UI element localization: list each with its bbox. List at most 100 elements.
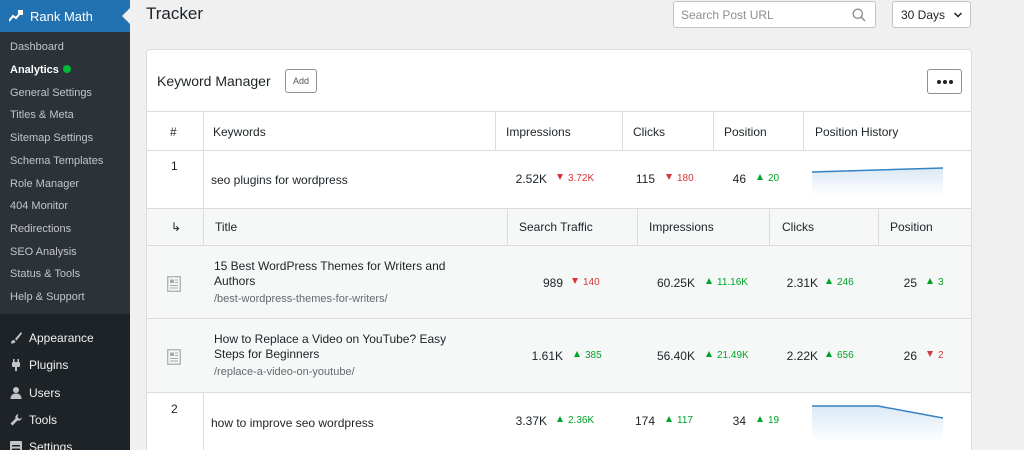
col-header-keywords[interactable]: Keywords — [213, 125, 266, 139]
sidebar-item-label: Appearance — [29, 331, 94, 345]
submenu-titles-meta[interactable]: Titles & Meta — [10, 109, 74, 121]
sidebar-item-label: Plugins — [29, 358, 69, 372]
col-header-position[interactable]: Position — [724, 125, 767, 139]
divider — [147, 111, 971, 112]
submenu-analytics[interactable]: Analytics — [10, 64, 71, 76]
col-header-impressions[interactable]: Impressions — [506, 125, 571, 139]
period-select[interactable]: 30 Days — [892, 1, 971, 28]
divider — [713, 111, 714, 150]
admin-sidebar: Rank Math Dashboard Analytics General Se… — [0, 0, 130, 450]
change-value: 140 — [583, 277, 600, 288]
post-position: 25 — [903, 276, 917, 290]
post-url: /replace-a-video-on-youtube/ — [214, 366, 355, 378]
post-title-link[interactable]: How to Replace a Video on YouTube? Easy … — [214, 332, 447, 361]
trend-up-icon — [826, 351, 832, 357]
keyword-impressions: 2.52K — [515, 172, 547, 186]
change-value: 656 — [837, 350, 854, 361]
submenu-redirections[interactable]: Redirections — [10, 223, 72, 235]
divider — [147, 392, 971, 393]
trend-down-icon — [572, 278, 578, 284]
sidebar-item-label: Tools — [29, 413, 58, 427]
wrench-icon — [10, 414, 22, 426]
sub-table-background — [147, 208, 971, 392]
sidebar-item-appearance[interactable]: Appearance — [0, 324, 130, 352]
trend-up-icon — [557, 416, 563, 422]
current-menu-arrow — [122, 8, 130, 24]
divider — [769, 208, 770, 246]
post-position-change: 3 — [927, 277, 944, 288]
post-title-link[interactable]: 15 Best WordPress Themes for Writers and… — [214, 259, 446, 288]
divider — [507, 208, 508, 246]
keyword-text[interactable]: how to improve seo wordpress — [211, 416, 374, 430]
sub-col-header-position[interactable]: Position — [890, 220, 933, 234]
submenu-schema-templates[interactable]: Schema Templates — [10, 155, 104, 167]
divider — [147, 150, 971, 151]
trend-up-icon — [826, 278, 832, 284]
post-position: 26 — [903, 349, 917, 363]
sidebar-item-settings[interactable]: Settings — [0, 433, 130, 450]
col-header-clicks[interactable]: Clicks — [633, 125, 665, 139]
sub-col-header-title: Title — [215, 220, 238, 234]
keyword-row-number: 2 — [171, 402, 178, 416]
divider — [878, 208, 879, 246]
submenu-help-support[interactable]: Help & Support — [10, 291, 85, 303]
divider — [495, 111, 496, 150]
divider — [803, 111, 804, 150]
sidebar-item-tools[interactable]: Tools — [0, 406, 130, 434]
sidebar-brand-label: Rank Math — [30, 9, 93, 24]
change-value: 20 — [768, 173, 780, 184]
sidebar-item-plugins[interactable]: Plugins — [0, 351, 130, 379]
keyword-position-change: 19 — [757, 415, 779, 426]
search-post-url-input[interactable]: Search Post URL — [673, 1, 876, 28]
keyword-position-change: 20 — [757, 173, 779, 184]
keyword-clicks: 174 — [634, 414, 655, 428]
trend-up-icon — [706, 278, 712, 284]
keyword-position: 34 — [732, 414, 746, 428]
submenu-seo-analysis[interactable]: SEO Analysis — [10, 246, 77, 258]
status-dot-icon — [62, 65, 71, 73]
post-search-traffic: 989 — [542, 276, 563, 290]
sub-arrow-icon: ↳ — [171, 220, 182, 234]
sub-col-header-clicks[interactable]: Clicks — [782, 220, 814, 234]
sidebar-item-label: Settings — [29, 440, 73, 450]
divider — [147, 318, 971, 319]
submenu-analytics-label: Analytics — [10, 64, 59, 76]
post-impressions: 56.40K — [656, 349, 695, 363]
sub-col-header-search-traffic[interactable]: Search Traffic — [519, 220, 593, 234]
sidebar-item-users[interactable]: Users — [0, 379, 130, 407]
keyword-text[interactable]: seo plugins for wordpress — [211, 173, 348, 187]
position-history-sparkline — [812, 405, 943, 442]
divider — [203, 392, 204, 450]
more-options-button[interactable] — [927, 69, 962, 94]
keyword-clicks-change: 117 — [666, 415, 693, 426]
post-traffic-change: 385 — [574, 350, 602, 361]
keyword-row-number: 1 — [171, 159, 178, 173]
settings-icon — [10, 441, 22, 450]
period-selected-value: 30 Days — [901, 8, 946, 22]
sidebar-item-label: Users — [29, 386, 61, 400]
submenu-role-manager[interactable]: Role Manager — [10, 178, 80, 190]
submenu-404-monitor[interactable]: 404 Monitor — [10, 200, 69, 212]
keyword-impressions-change: 2.36K — [557, 415, 594, 426]
search-icon[interactable] — [852, 8, 866, 22]
more-dot-icon — [937, 80, 941, 84]
sidebar-item-rank-math[interactable]: Rank Math — [0, 0, 130, 32]
change-value: 385 — [585, 350, 602, 361]
submenu-dashboard[interactable]: Dashboard — [10, 41, 64, 53]
post-impressions-change: 11.16K — [706, 277, 748, 288]
document-icon — [167, 349, 181, 365]
post-impressions-change: 21.49K — [706, 350, 749, 361]
submenu-sitemap-settings[interactable]: Sitemap Settings — [10, 132, 94, 144]
post-url: /best-wordpress-themes-for-writers/ — [214, 293, 388, 305]
submenu-status-tools[interactable]: Status & Tools — [10, 268, 81, 280]
trend-up-icon — [757, 174, 763, 180]
users-icon — [10, 387, 22, 399]
submenu-general-settings[interactable]: General Settings — [10, 87, 92, 99]
divider — [637, 208, 638, 246]
sub-col-header-impressions[interactable]: Impressions — [649, 220, 714, 234]
change-value: 180 — [677, 173, 694, 184]
keyword-clicks: 115 — [635, 172, 655, 186]
add-keyword-button[interactable]: Add — [285, 69, 317, 93]
post-search-traffic: 1.61K — [531, 349, 563, 363]
trend-down-icon — [666, 174, 672, 180]
